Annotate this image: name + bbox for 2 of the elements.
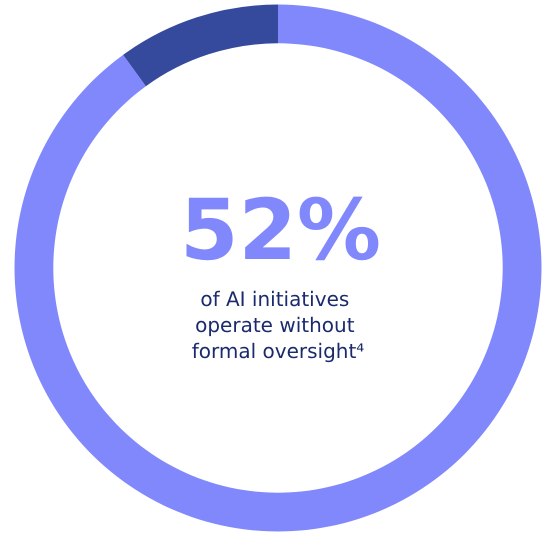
text: of AI initiatives operate without formal oversight⁴ — [192, 287, 364, 363]
text: 52% — [180, 181, 382, 279]
